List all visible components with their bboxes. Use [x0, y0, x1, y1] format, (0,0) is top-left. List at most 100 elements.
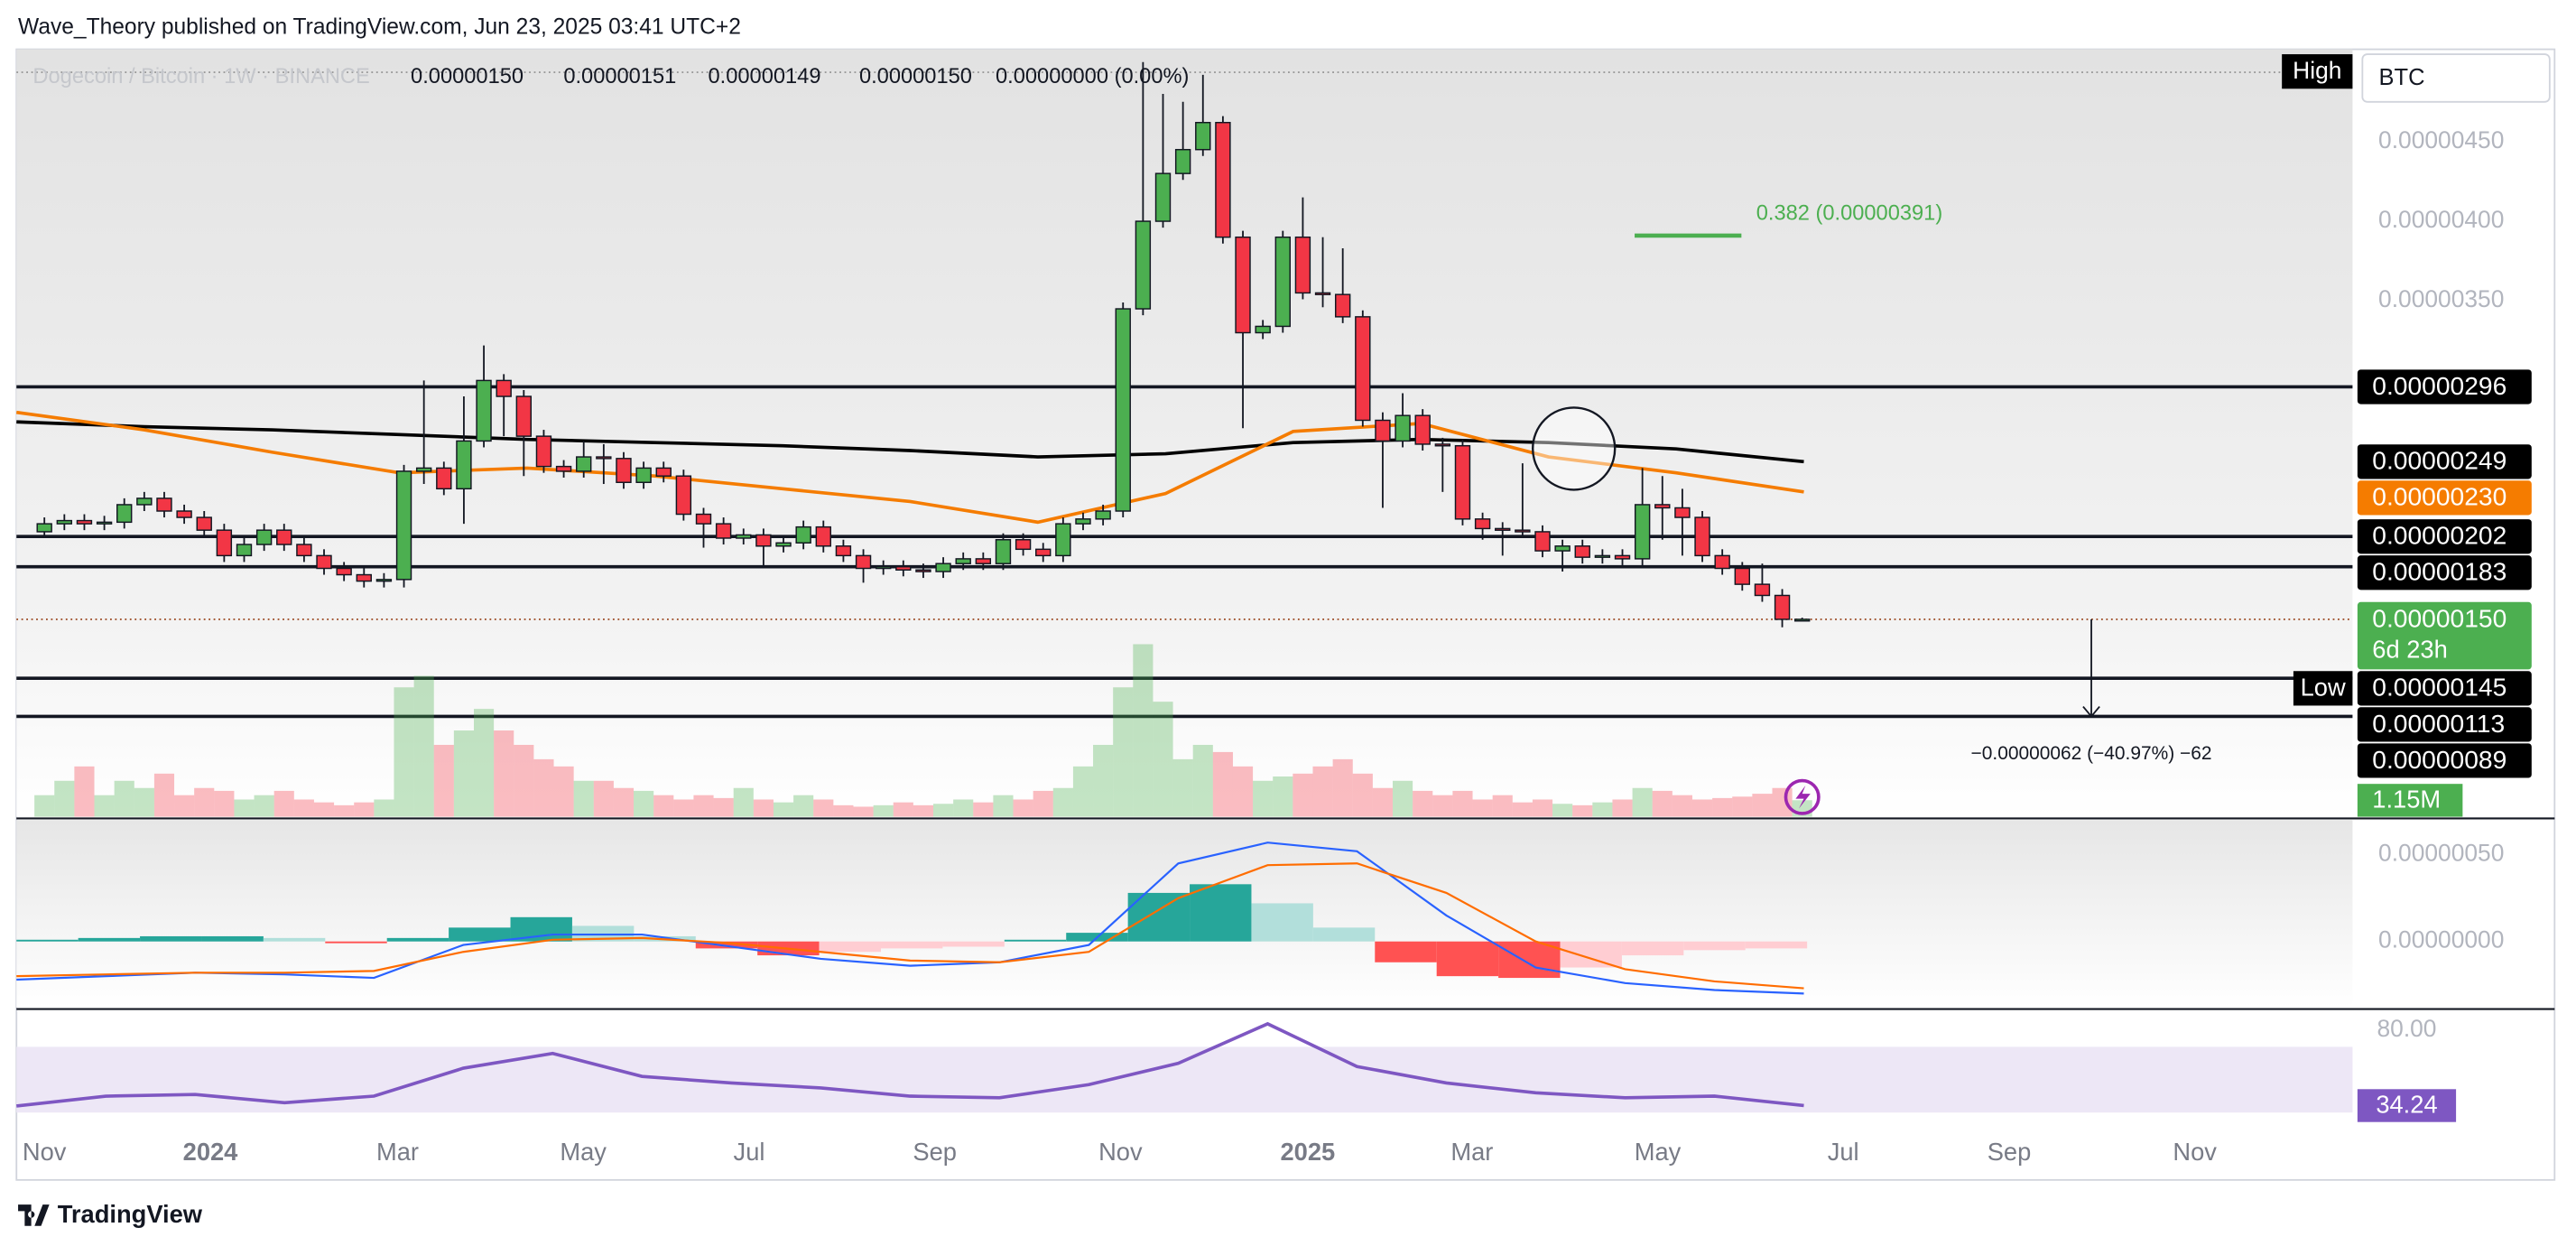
candle-body	[1434, 443, 1451, 447]
candle-body	[1614, 554, 1631, 560]
candle-body	[1015, 539, 1032, 551]
price-pane-bg	[16, 49, 2353, 817]
volume-bar	[74, 766, 95, 817]
fib-label: 0.382 (0.00000391)	[1756, 202, 1943, 226]
volume-bar	[1532, 799, 1553, 817]
price-tag: 0.00000145	[2372, 673, 2507, 702]
candle-body	[875, 565, 892, 570]
macd-histogram-bar	[1251, 903, 1313, 942]
volume-bar	[613, 787, 635, 817]
candle-body	[356, 573, 372, 582]
volume-bar	[913, 804, 934, 817]
candle-body	[96, 521, 113, 525]
price-tag: 0.00000202	[2372, 521, 2507, 550]
x-tick-label: May	[1635, 1138, 1682, 1166]
candle-body	[1554, 545, 1571, 552]
volume-bar	[473, 709, 495, 817]
volume-bar	[813, 799, 834, 817]
candle-body	[196, 516, 212, 531]
macd-histogram-bar	[78, 937, 141, 942]
volume-bar	[753, 799, 774, 817]
volume-bar	[1652, 790, 1673, 817]
candle-body	[755, 534, 772, 547]
rsi-tick-label: 80.00	[2377, 1015, 2436, 1042]
volume-tag: 1.15M	[2372, 786, 2441, 814]
volume-bar	[1512, 802, 1533, 817]
macd-histogram-bar	[942, 941, 1005, 947]
volume-bar	[1393, 780, 1413, 817]
ohlc-value: 0.00000149	[709, 65, 821, 88]
volume-bar	[1472, 799, 1493, 817]
candle-body	[915, 569, 931, 572]
x-tick-label: Mar	[376, 1138, 419, 1166]
x-tick-label: 2024	[183, 1138, 239, 1166]
volume-bar	[1172, 758, 1193, 817]
macd-histogram-bar	[880, 941, 943, 949]
x-tick-label: Jul	[1828, 1138, 1859, 1166]
volume-bar	[573, 780, 594, 817]
candle-body	[995, 539, 1012, 564]
volume-bar	[1752, 794, 1773, 817]
candle-body	[76, 519, 93, 525]
price-tag-box	[2357, 601, 2532, 670]
volume-bar	[713, 797, 734, 817]
volume-bar	[1452, 790, 1473, 817]
candle-body	[1395, 414, 1411, 442]
candle-body	[255, 529, 273, 545]
volume-bar	[973, 802, 994, 817]
volume-bar	[114, 780, 134, 817]
candle-body	[1375, 419, 1391, 442]
candle-body	[1314, 292, 1331, 295]
volume-bar	[1732, 796, 1753, 817]
candle-body	[835, 545, 852, 557]
volume-bar	[953, 799, 974, 817]
candle-body	[1515, 529, 1531, 533]
rsi-band	[16, 1046, 2353, 1113]
x-tick-label: Nov	[1098, 1138, 1143, 1166]
volume-bar	[1153, 702, 1173, 817]
currency-box[interactable]	[2361, 53, 2551, 103]
macd-histogram-bar	[1498, 941, 1561, 979]
macd-histogram-bar	[386, 937, 449, 942]
candle-body	[296, 544, 312, 557]
plot-layer: 0.382 (0.00000391) −0.00000062 (−40.97%) …	[15, 61, 2353, 1113]
volume-bar	[833, 804, 854, 817]
price-tag-box	[2357, 519, 2532, 554]
candle-body	[375, 579, 393, 582]
volume-bar	[514, 744, 534, 817]
candle-body	[655, 467, 672, 477]
candle-body	[596, 456, 612, 460]
volume-bar	[533, 758, 554, 817]
volume-bar	[693, 795, 714, 817]
volume-bar	[853, 806, 874, 817]
volume-bar	[313, 802, 335, 817]
volume-bar	[1432, 795, 1453, 817]
candle-body	[855, 554, 872, 570]
volume-bar	[634, 790, 654, 817]
volume-bar	[1632, 787, 1653, 817]
candle-body	[955, 558, 971, 564]
candle-body	[1454, 444, 1471, 520]
volume-bar	[1232, 766, 1254, 817]
volume-bar	[733, 787, 754, 817]
volume-bar	[174, 795, 195, 817]
candle-body	[795, 525, 811, 544]
candle-body	[1654, 504, 1671, 509]
price-tag-box	[2357, 480, 2532, 516]
candle-body	[1195, 121, 1211, 151]
candle-body	[775, 542, 792, 547]
candle-body	[576, 456, 592, 472]
currency[interactable]: BTC	[2379, 65, 2425, 90]
volume-bar	[413, 675, 434, 817]
candle-body	[1734, 567, 1750, 585]
volume-bar	[1033, 790, 1053, 817]
candle-body	[36, 523, 52, 533]
price-tag-box	[2357, 555, 2532, 590]
candle-body	[1495, 527, 1511, 531]
brand: TradingView	[58, 1200, 203, 1228]
candle-body	[216, 529, 233, 557]
macd-histogram-bar	[449, 927, 511, 942]
macd-histogram-bar	[325, 941, 387, 944]
x-tick-label: 2025	[1280, 1138, 1335, 1166]
